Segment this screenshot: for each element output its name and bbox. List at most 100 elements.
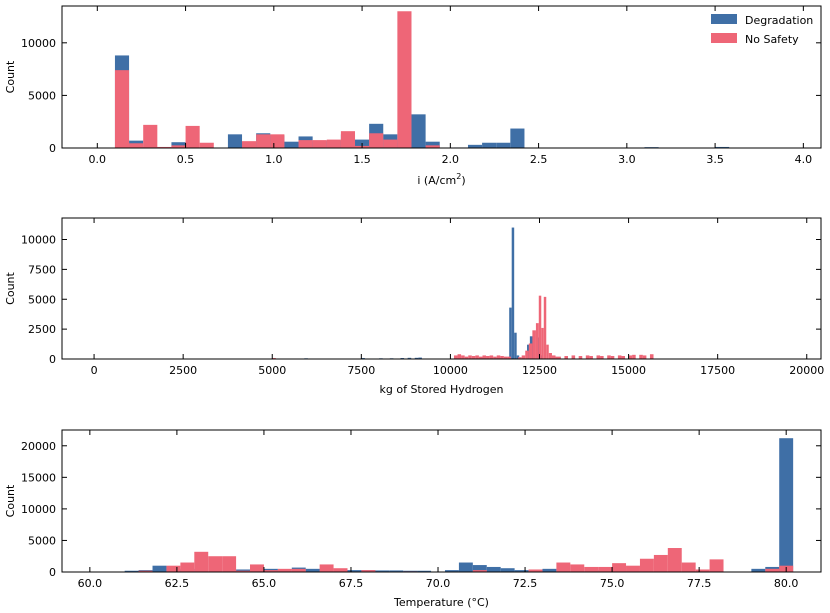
bar-no-safety: [639, 558, 654, 572]
bar-no-safety: [551, 355, 556, 359]
legend: Degradation No Safety: [711, 14, 813, 46]
bar-no-safety: [369, 133, 384, 148]
x-tick-label: 60.0: [78, 577, 103, 590]
bar-degradation: [425, 141, 440, 148]
bar-degradation: [124, 570, 139, 572]
x-axis-label: Temperature (°C): [393, 596, 489, 609]
bar-degradation: [779, 438, 794, 572]
bar-degradation: [458, 562, 473, 572]
bar-no-safety: [475, 355, 479, 359]
x-tick-label: 2500: [169, 364, 197, 377]
bar-no-safety: [326, 139, 341, 148]
bar-no-safety: [695, 569, 710, 572]
bar-no-safety: [180, 562, 195, 572]
bar-no-safety: [157, 146, 172, 148]
histogram-bars: [272, 227, 654, 359]
bar-no-safety: [222, 556, 237, 572]
bar-no-safety: [270, 134, 285, 148]
bar-no-safety: [185, 125, 200, 148]
bar-degradation: [375, 570, 390, 572]
bar-no-safety: [464, 356, 469, 359]
bar-no-safety: [598, 566, 613, 572]
bar-no-safety: [425, 145, 440, 148]
bar-degradation: [305, 568, 320, 572]
bar-degradation: [171, 142, 186, 148]
legend-swatch-degradation: [711, 14, 737, 24]
bar-no-safety: [397, 11, 412, 149]
y-tick-label: 10000: [21, 503, 56, 516]
y-tick-label: 0: [49, 566, 56, 579]
panel-current-density: 0.0 0.5 1.0 1.5 2.0 2.5 3.0 3.5 4.0 0 5000 10000 Co…: [4, 5, 822, 187]
y-axis-label: Count: [4, 271, 17, 304]
y-tick-label: 10000: [21, 37, 56, 50]
bar-degradation: [509, 307, 512, 359]
bar-no-safety: [361, 570, 376, 572]
bar-no-safety: [600, 356, 604, 359]
y-axis-label: Count: [4, 60, 17, 93]
bar-no-safety: [617, 355, 622, 359]
y-tick-label: 15000: [21, 471, 56, 484]
bar-degradation: [715, 146, 730, 148]
bar-no-safety: [584, 566, 599, 572]
x-tick-label: 20000: [789, 364, 824, 377]
x-tick-label: 77.5: [687, 577, 712, 590]
bar-no-safety: [457, 354, 462, 359]
y-tick-label: 5000: [28, 89, 56, 102]
bar-no-safety: [556, 562, 571, 572]
bar-degradation: [496, 142, 511, 148]
bar-degradation: [514, 570, 529, 572]
x-tick-label: 2.0: [442, 153, 460, 166]
bar-no-safety: [236, 570, 251, 572]
x-tick-label: 1.5: [353, 153, 371, 166]
bar-degradation: [152, 565, 167, 572]
bar-no-safety: [555, 356, 561, 359]
bar-no-safety: [138, 570, 153, 572]
axis-ticks: 0 2500 5000 7500 10000 12500 15000 17500 20000 0 2…: [21, 218, 824, 377]
y-tick-label: 5000: [28, 534, 56, 547]
x-tick-label: 1.0: [265, 153, 283, 166]
bar-degradation: [510, 128, 525, 148]
bar-no-safety: [607, 355, 611, 359]
panel-stored-hydrogen: 0 2500 5000 7500 10000 12500 15000 17500 20000 0 2…: [4, 217, 824, 396]
bar-no-safety: [472, 570, 487, 572]
x-tick-label: 65.0: [252, 577, 277, 590]
bar-degradation: [417, 570, 432, 572]
plot-frame: [61, 5, 822, 149]
x-tick-label: 3.0: [618, 153, 636, 166]
x-axis-label-superscript: 2: [456, 172, 461, 181]
bar-degradation: [482, 142, 497, 148]
bar-no-safety: [166, 565, 181, 572]
x-axis-label-tail: ): [461, 174, 465, 187]
y-tick-label: 0: [49, 353, 56, 366]
y-tick-label: 10000: [21, 234, 56, 247]
bar-degradation: [467, 144, 483, 148]
plot-frame: [61, 217, 822, 360]
x-tick-label: 17500: [700, 364, 735, 377]
bar-no-safety: [653, 554, 668, 572]
x-tick-label: 7500: [347, 364, 375, 377]
bar-no-safety: [486, 356, 490, 359]
x-tick-label: 4.0: [795, 153, 813, 166]
bar-no-safety: [667, 548, 682, 572]
bar-no-safety: [518, 357, 522, 359]
bar-no-safety: [453, 355, 458, 359]
x-tick-label: 62.5: [165, 577, 190, 590]
bar-no-safety: [199, 142, 214, 148]
bar-no-safety: [277, 568, 292, 572]
bar-no-safety: [765, 568, 780, 572]
bar-no-safety: [333, 568, 348, 572]
bar-no-safety: [528, 343, 533, 359]
bar-no-safety: [489, 355, 494, 359]
x-tick-label: 12500: [522, 364, 557, 377]
bar-degradation: [514, 332, 517, 359]
x-tick-label: 15000: [611, 364, 646, 377]
bar-no-safety: [129, 143, 144, 148]
legend-label-degradation: Degradation: [745, 14, 813, 27]
bar-no-safety: [242, 141, 257, 148]
x-tick-label: 0.0: [89, 153, 107, 166]
legend-label-no-safety: No Safety: [745, 33, 799, 46]
y-tick-label: 20000: [21, 440, 56, 453]
x-tick-label: 70.0: [426, 577, 451, 590]
bar-no-safety: [564, 356, 568, 359]
bar-degradation: [542, 568, 557, 572]
